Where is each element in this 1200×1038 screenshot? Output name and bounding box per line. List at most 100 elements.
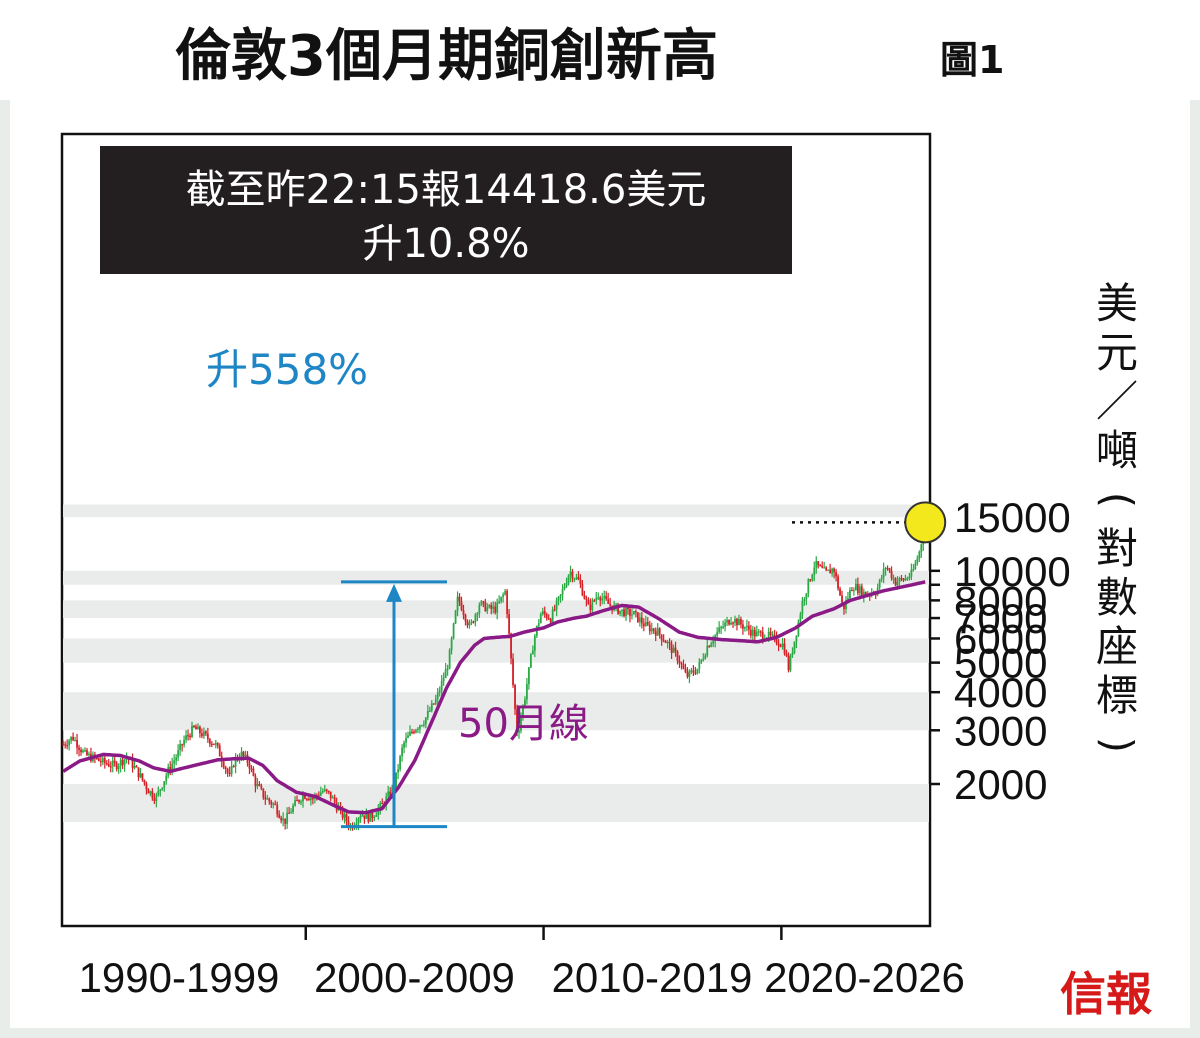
candle-body	[690, 670, 693, 672]
candle-body	[787, 656, 790, 671]
grid-band	[63, 504, 929, 518]
y-axis-label-char: 標	[1096, 671, 1138, 720]
candle-body	[537, 623, 540, 627]
candle-body	[248, 762, 251, 769]
candle-body	[563, 586, 566, 589]
candle-body	[851, 590, 853, 592]
candle-body	[159, 789, 162, 791]
candle-body	[181, 744, 183, 746]
candle-body	[214, 742, 217, 745]
candle-body	[359, 815, 362, 819]
candle-body	[589, 604, 592, 611]
candle-body	[898, 578, 901, 583]
candle-body	[845, 600, 847, 610]
x-period-label: 2020-2026	[764, 954, 965, 1001]
candle-body	[448, 650, 451, 669]
candle-body	[533, 635, 536, 651]
candle-body	[791, 652, 794, 656]
candle-body	[635, 611, 637, 613]
candle-body	[607, 599, 610, 604]
y-tick-label: 4000	[954, 669, 1047, 716]
candle-body	[212, 743, 215, 745]
candle-body	[827, 569, 830, 571]
candle-body	[300, 801, 302, 803]
candle-body	[557, 596, 560, 601]
candle-body	[541, 610, 544, 615]
candle-body	[286, 812, 289, 824]
candle-body	[518, 730, 520, 733]
candle-body	[407, 735, 409, 738]
candle-body	[422, 724, 425, 726]
candle-body	[304, 794, 306, 799]
candle-body	[189, 735, 191, 738]
candle-body	[706, 646, 709, 656]
candle-body	[494, 606, 497, 613]
candle-body	[749, 629, 752, 636]
candle-body	[742, 624, 744, 629]
candle-body	[636, 612, 639, 622]
candle-body	[389, 791, 392, 796]
candle-body	[175, 757, 178, 761]
candle-body	[745, 625, 748, 628]
candle-body	[284, 818, 287, 824]
candle-body	[849, 590, 851, 599]
candle-body	[143, 779, 146, 784]
candle-body	[183, 739, 185, 745]
candle-body	[244, 754, 247, 756]
candle-body	[593, 600, 596, 602]
candle-body	[470, 621, 473, 624]
candle-body	[193, 725, 195, 728]
title-bar	[0, 0, 1200, 100]
candle-body	[880, 577, 883, 580]
candle-body	[579, 579, 582, 585]
candle-body	[553, 609, 556, 611]
candle-body	[169, 766, 172, 771]
candlestick-series	[62, 516, 927, 831]
candle-body	[638, 617, 641, 622]
candle-body	[153, 798, 156, 802]
candle-body	[843, 602, 845, 610]
candle-body	[597, 597, 600, 599]
candle-body	[272, 803, 275, 805]
candle-body	[165, 775, 168, 782]
candle-body	[282, 818, 285, 821]
candle-body	[567, 575, 570, 584]
candle-body	[718, 627, 721, 633]
candle-body	[202, 731, 205, 737]
candle-body	[678, 661, 681, 664]
candle-body	[121, 759, 124, 766]
x-dividers	[304, 926, 783, 940]
candle-body	[171, 763, 174, 771]
y-axis-label-char: 座	[1096, 622, 1138, 671]
candle-body	[759, 631, 762, 633]
candle-body	[740, 619, 742, 625]
x-period-label: 2010-2019	[552, 954, 753, 1001]
candle-body	[434, 699, 437, 704]
candle-body	[591, 600, 594, 611]
candle-body	[452, 623, 455, 639]
candle-body	[490, 605, 493, 609]
candle-body	[397, 769, 400, 773]
candle-body	[147, 789, 150, 794]
candle-body	[325, 789, 328, 791]
candle-body	[668, 641, 671, 644]
y-axis-label-char: 美	[1096, 279, 1138, 328]
candle-body	[642, 623, 645, 627]
candle-body	[908, 576, 911, 579]
candle-body	[329, 791, 332, 799]
candle-body	[652, 628, 655, 632]
candle-body	[415, 729, 417, 733]
candle-body	[226, 769, 229, 773]
candle-body	[839, 588, 841, 596]
candle-body	[702, 658, 705, 660]
candle-body	[920, 544, 923, 553]
grid-band	[63, 570, 929, 585]
candle-body	[698, 662, 701, 669]
grid-band	[63, 638, 929, 663]
candle-body	[555, 600, 558, 610]
candle-body	[890, 570, 893, 579]
y-axis-label-char: (	[1093, 492, 1142, 508]
candle-body	[601, 598, 604, 601]
y-tick-label: 6000	[954, 615, 1047, 662]
candle-body	[264, 797, 267, 800]
